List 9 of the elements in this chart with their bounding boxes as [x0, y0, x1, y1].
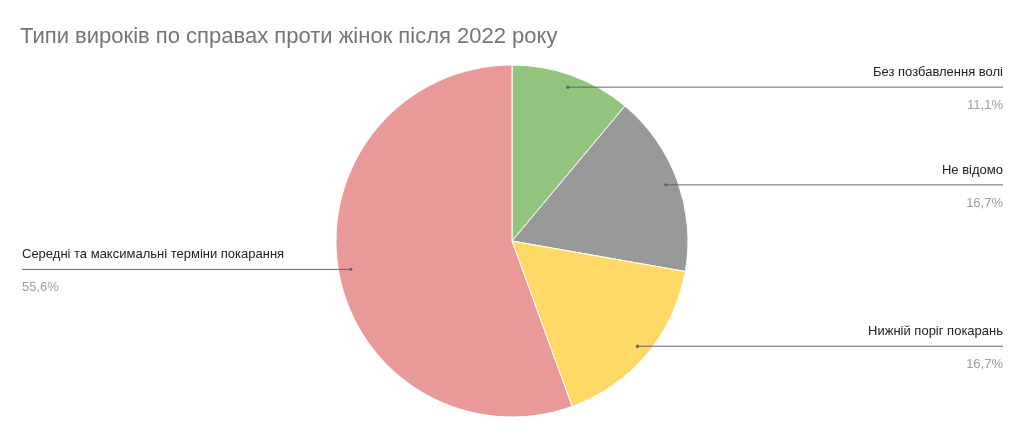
slice-label: Нижній поріг покарань	[868, 323, 1004, 339]
slice-label: Середні та максимальні терміни покарання	[22, 246, 285, 262]
data-label: 16,7%	[966, 194, 1004, 210]
data-label: 11,1%	[967, 97, 1004, 113]
data-label: 55,6%	[22, 279, 60, 295]
slice-label: Не відомо	[941, 161, 1003, 177]
data-label: 16,7%	[966, 356, 1004, 372]
chart-title: Типи вироків по справах проти жінок після 2022 року	[20, 23, 558, 48]
slice-label: Без позбавлення волі	[873, 64, 1004, 80]
